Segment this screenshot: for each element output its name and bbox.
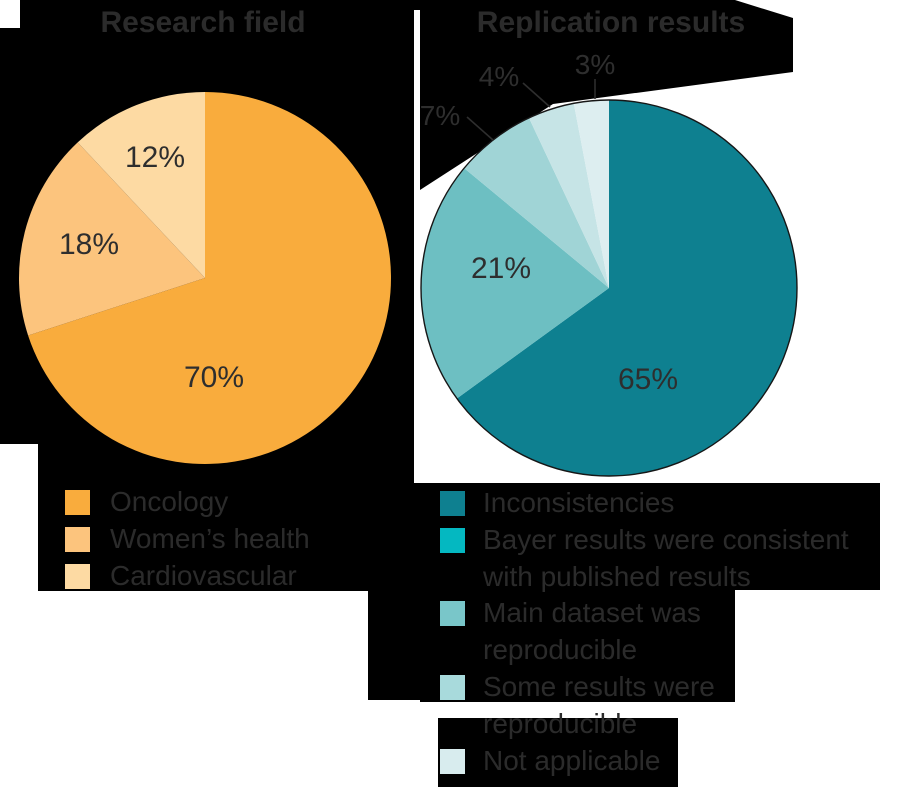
legend-label: Women’s health [110,521,310,558]
pie-replication-results [420,100,797,476]
white-corner-patch [0,0,20,28]
legend-label-line: reproducible [483,707,638,739]
pie-research-field [18,92,391,465]
legend-panel-right-1 [420,483,880,590]
legend-label: Oncology [110,484,228,521]
leader-line [466,116,494,141]
pct-label: 65% [617,363,679,396]
legend-panel-right-3 [438,718,678,787]
pct-label: 4% [478,61,520,92]
pie-slice-oncology [28,92,391,465]
pct-label: 18% [58,228,120,261]
chart-title-research-field: Research field [100,6,306,39]
pct-label: 7% [419,100,461,131]
legend-label-line: with published results [483,560,751,592]
pct-label: 21% [470,252,532,285]
legend-swatch [440,748,465,774]
legend-label: Main dataset was reproducible [483,595,701,669]
legend-label-line: Some results were [483,671,715,702]
leader-line [522,82,551,108]
legend-label-line: Inconsistencies [483,487,675,518]
legend-swatch [65,490,90,515]
legend-swatch [65,527,90,552]
legend-label-line: Oncology [110,486,229,517]
chart-title-replication-results: Replication results [476,6,746,39]
pie-slice-main-dataset-was-reprodu [464,117,609,288]
legend-swatch [440,675,465,700]
pie-outline-ring [420,99,798,477]
pct-label: 3% [574,49,616,80]
pct-label: 70% [183,361,245,394]
legend-label: Some results were reproducible [483,669,715,743]
legend-panel-right-2 [420,590,735,702]
pct-label: 12% [124,141,186,174]
pie-slice-bayer-results-were-consi [420,168,609,399]
pie-slice-inconsistencies [456,100,797,476]
legend-label-line: Not applicable [483,744,661,776]
pie-slice-cardiovascular [77,92,205,278]
legend-label-line: Women’s health [110,523,310,554]
legend-label: Inconsistencies [483,485,674,522]
legend-label-line: reproducible [483,634,638,666]
legend-label-line: Cardiovascular [110,560,297,591]
legend-label: Not applicable [483,743,660,780]
legend-label: Bayer results were consistent with publis… [483,522,849,596]
legend-swatch [440,491,465,516]
white-divider-strip [414,10,420,483]
pie-slice-women-s-health [18,142,205,336]
legend-swatch [440,601,465,627]
legend-swatch [65,564,90,589]
legend-label-line: Main dataset was [483,597,701,629]
legend-label-line: Bayer results were consistent [483,523,849,555]
legend-label: Cardiovascular [110,558,297,595]
pie-slice-not-applicable [573,100,609,288]
leader-lines [466,79,596,141]
legend-swatch [440,527,465,553]
white-bottom-left-region [0,444,420,798]
pie-slice-some-results-were-reprod [528,103,609,288]
